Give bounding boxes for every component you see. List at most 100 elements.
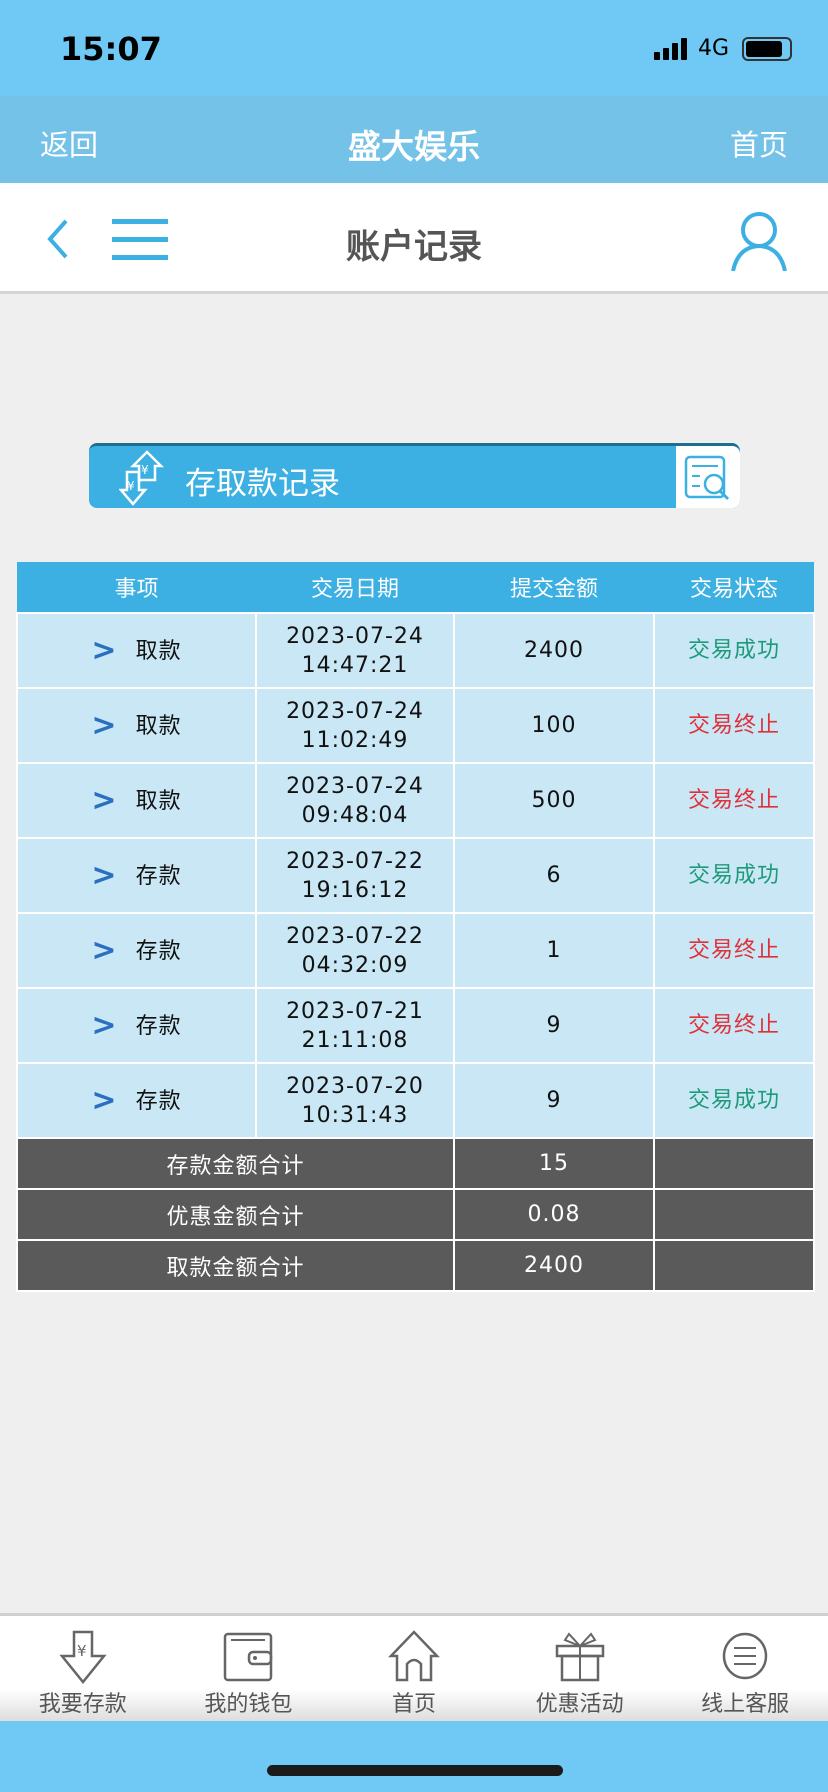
cell-status: 交易终止 bbox=[653, 987, 815, 1064]
table-row[interactable]: > 取款 2023-07-24 14:47:21 2400 交易成功 bbox=[16, 612, 815, 689]
date: 2023-07-24 bbox=[286, 698, 424, 724]
menu-icon[interactable] bbox=[112, 217, 170, 263]
nav-wallet[interactable]: 我的钱包 bbox=[166, 1616, 332, 1721]
chevron-right-icon[interactable]: > bbox=[91, 707, 118, 743]
cell-status: 交易终止 bbox=[653, 912, 815, 989]
nav-home[interactable]: 首页 bbox=[331, 1616, 497, 1721]
banner-label: 存取款记录 bbox=[185, 466, 340, 502]
col-header-date: 交易日期 bbox=[256, 562, 454, 613]
app-title: 盛大娱乐 bbox=[348, 127, 480, 166]
table-row[interactable]: > 存款 2023-07-21 21:11:08 9 交易终止 bbox=[16, 987, 815, 1064]
user-icon[interactable] bbox=[730, 211, 788, 271]
summary-row: 取款金额合计 2400 bbox=[16, 1239, 815, 1292]
cell-item[interactable]: > 存款 bbox=[16, 987, 257, 1064]
nav-label: 线上客服 bbox=[701, 1692, 790, 1717]
exchange-yuan-icon: ¥¥ bbox=[119, 450, 165, 506]
sub-header: 账户记录 bbox=[0, 183, 828, 294]
svg-text:¥: ¥ bbox=[127, 479, 135, 493]
time: 09:48:04 bbox=[301, 802, 409, 828]
page-title: 账户记录 bbox=[346, 227, 482, 267]
cell-status: 交易成功 bbox=[653, 1062, 815, 1139]
chevron-right-icon[interactable]: > bbox=[91, 782, 118, 818]
table-row[interactable]: > 存款 2023-07-20 10:31:43 9 交易成功 bbox=[16, 1062, 815, 1139]
cell-status: 交易成功 bbox=[653, 612, 815, 689]
deposit-withdraw-records-banner[interactable]: ¥ ¥ 存取款记录 bbox=[89, 443, 740, 508]
cell-date: 2023-07-24 14:47:21 bbox=[255, 612, 455, 689]
support-icon bbox=[722, 1632, 768, 1680]
nav-deposit[interactable]: ¥ 我要存款 bbox=[0, 1616, 166, 1721]
item-type: 存款 bbox=[135, 1088, 182, 1114]
item-type: 取款 bbox=[135, 638, 182, 664]
nav-label: 优惠活动 bbox=[535, 1692, 624, 1717]
date: 2023-07-21 bbox=[286, 998, 424, 1024]
date: 2023-07-20 bbox=[286, 1073, 424, 1099]
search-records-button[interactable] bbox=[676, 446, 740, 508]
item-type: 取款 bbox=[135, 788, 182, 814]
bottom-nav: ¥ 我要存款 我的钱包 首页 优惠活动 线上客服 bbox=[0, 1613, 828, 1721]
nav-label: 我的钱包 bbox=[204, 1692, 293, 1717]
time: 14:47:21 bbox=[301, 652, 409, 678]
col-header-amount: 提交金额 bbox=[454, 562, 654, 613]
nav-label: 我要存款 bbox=[38, 1692, 127, 1717]
cell-item[interactable]: > 存款 bbox=[16, 1062, 257, 1139]
time: 21:11:08 bbox=[301, 1027, 409, 1053]
summary-empty bbox=[653, 1239, 815, 1292]
cell-item[interactable]: > 取款 bbox=[16, 612, 257, 689]
home-link[interactable]: 首页 bbox=[729, 128, 788, 162]
table-row[interactable]: > 取款 2023-07-24 11:02:49 100 交易终止 bbox=[16, 687, 815, 764]
cell-amount: 9 bbox=[453, 987, 655, 1064]
deposit-icon: ¥ bbox=[59, 1630, 107, 1684]
back-link[interactable]: 返回 bbox=[40, 128, 99, 162]
cell-date: 2023-07-21 21:11:08 bbox=[255, 987, 455, 1064]
chevron-right-icon[interactable]: > bbox=[91, 1082, 118, 1118]
cell-amount: 100 bbox=[453, 687, 655, 764]
signal-icon bbox=[654, 38, 687, 60]
item-type: 存款 bbox=[135, 863, 182, 889]
chevron-right-icon[interactable]: > bbox=[91, 932, 118, 968]
date: 2023-07-22 bbox=[286, 848, 424, 874]
cell-date: 2023-07-22 19:16:12 bbox=[255, 837, 455, 914]
item-type: 取款 bbox=[135, 713, 182, 739]
col-header-status: 交易状态 bbox=[654, 562, 814, 613]
home-indicator[interactable] bbox=[267, 1765, 563, 1776]
cell-item[interactable]: > 取款 bbox=[16, 762, 257, 839]
summary-value: 2400 bbox=[453, 1239, 655, 1292]
cell-item[interactable]: > 存款 bbox=[16, 912, 257, 989]
svg-text:¥: ¥ bbox=[141, 463, 149, 477]
cell-amount: 1 bbox=[453, 912, 655, 989]
summary-label: 存款金额合计 bbox=[16, 1137, 455, 1190]
cell-amount: 500 bbox=[453, 762, 655, 839]
document-search-icon bbox=[684, 455, 730, 501]
nav-label: 首页 bbox=[391, 1692, 436, 1717]
table-row[interactable]: > 存款 2023-07-22 04:32:09 1 交易终止 bbox=[16, 912, 815, 989]
item-type: 存款 bbox=[135, 1013, 182, 1039]
chevron-left-icon[interactable] bbox=[42, 217, 72, 261]
table-row[interactable]: > 存款 2023-07-22 19:16:12 6 交易成功 bbox=[16, 837, 815, 914]
summary-label: 优惠金额合计 bbox=[16, 1188, 455, 1241]
cell-item[interactable]: > 存款 bbox=[16, 837, 257, 914]
svg-text:¥: ¥ bbox=[77, 1642, 87, 1660]
summary-value: 15 bbox=[453, 1137, 655, 1190]
chevron-right-icon[interactable]: > bbox=[91, 857, 118, 893]
date: 2023-07-24 bbox=[286, 623, 424, 649]
cell-status: 交易成功 bbox=[653, 837, 815, 914]
chevron-right-icon[interactable]: > bbox=[91, 632, 118, 668]
item-type: 存款 bbox=[135, 938, 182, 964]
cell-date: 2023-07-22 04:32:09 bbox=[255, 912, 455, 989]
cell-amount: 9 bbox=[453, 1062, 655, 1139]
chevron-right-icon[interactable]: > bbox=[91, 1007, 118, 1043]
nav-support[interactable]: 线上客服 bbox=[662, 1616, 828, 1721]
table-row[interactable]: > 取款 2023-07-24 09:48:04 500 交易终止 bbox=[16, 762, 815, 839]
date: 2023-07-22 bbox=[286, 923, 424, 949]
summary-row: 存款金额合计 15 bbox=[16, 1137, 815, 1190]
cell-amount: 2400 bbox=[453, 612, 655, 689]
battery-icon bbox=[742, 37, 792, 61]
summary-empty bbox=[653, 1137, 815, 1190]
home-icon bbox=[388, 1630, 440, 1682]
cell-item[interactable]: > 取款 bbox=[16, 687, 257, 764]
summary-empty bbox=[653, 1188, 815, 1241]
cell-amount: 6 bbox=[453, 837, 655, 914]
time: 19:16:12 bbox=[301, 877, 409, 903]
summary-row: 优惠金额合计 0.08 bbox=[16, 1188, 815, 1241]
nav-promotions[interactable]: 优惠活动 bbox=[497, 1616, 663, 1721]
